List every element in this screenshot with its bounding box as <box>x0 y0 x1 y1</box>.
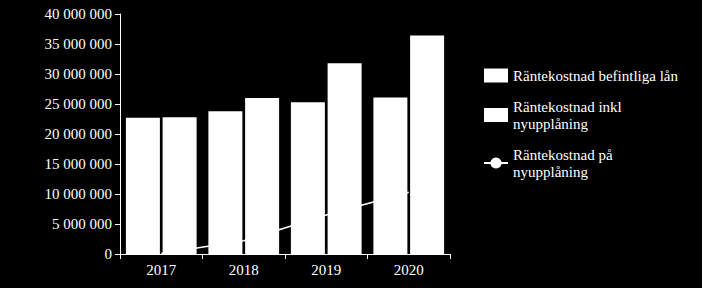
svg-text:2018: 2018 <box>229 262 259 278</box>
svg-text:nyupplåning: nyupplåning <box>513 116 588 132</box>
svg-text:2020: 2020 <box>394 262 424 278</box>
svg-text:0: 0 <box>105 246 113 262</box>
svg-text:25 000 000: 25 000 000 <box>45 96 113 112</box>
svg-text:20 000 000: 20 000 000 <box>45 126 113 142</box>
svg-text:Räntekostnad befintliga lån: Räntekostnad befintliga lån <box>513 68 678 84</box>
svg-text:nyupplåning: nyupplåning <box>513 164 588 180</box>
svg-text:Räntekostnad på: Räntekostnad på <box>513 147 616 163</box>
svg-text:2019: 2019 <box>311 262 341 278</box>
svg-text:Räntekostnad inkl: Räntekostnad inkl <box>513 99 626 115</box>
svg-text:5 000 000: 5 000 000 <box>52 216 112 232</box>
svg-text:40 000 000: 40 000 000 <box>45 6 113 22</box>
svg-text:2017: 2017 <box>146 262 177 278</box>
svg-text:10 000 000: 10 000 000 <box>45 186 113 202</box>
svg-text:30 000 000: 30 000 000 <box>45 66 113 82</box>
svg-text:15 000 000: 15 000 000 <box>45 156 113 172</box>
svg-text:35 000 000: 35 000 000 <box>45 36 113 52</box>
